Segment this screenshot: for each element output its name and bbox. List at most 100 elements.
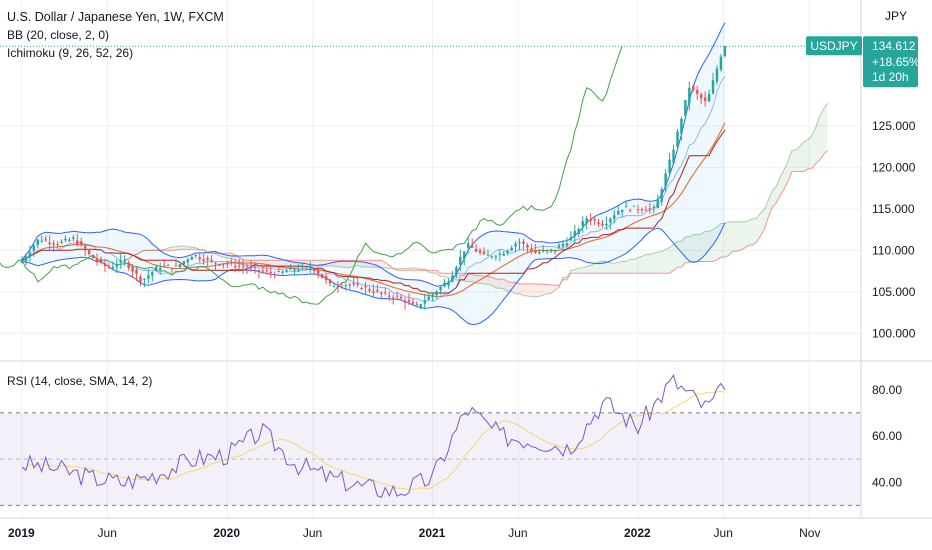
price-badge-bg bbox=[863, 36, 918, 88]
cloud-segment bbox=[408, 267, 413, 271]
candle-body bbox=[660, 189, 663, 202]
candle-body bbox=[466, 243, 470, 248]
candle-body bbox=[376, 290, 379, 292]
price-tick-label: 115.000 bbox=[872, 202, 915, 216]
cloud-segment bbox=[551, 284, 556, 294]
cloud-segment bbox=[744, 220, 749, 249]
candle-body bbox=[352, 283, 355, 285]
cloud-segment bbox=[815, 116, 820, 164]
candle-body bbox=[719, 56, 723, 70]
cloud-segment bbox=[503, 279, 508, 292]
symbol-badge: USDJPY bbox=[810, 39, 857, 53]
rsi-band-fill bbox=[0, 412, 861, 506]
cloud-segment bbox=[278, 260, 283, 267]
price-tick-label: 120.000 bbox=[872, 160, 916, 174]
candle-body bbox=[486, 254, 490, 256]
candle-body bbox=[202, 259, 205, 262]
candle-body bbox=[585, 218, 588, 224]
candle-body bbox=[170, 268, 174, 270]
ichimoku-legend[interactable]: Ichimoku (9, 26, 52, 26) bbox=[7, 46, 134, 60]
candle-body bbox=[384, 292, 387, 294]
candle-body bbox=[277, 271, 280, 273]
candle-body bbox=[388, 295, 391, 297]
candle-body bbox=[269, 272, 272, 274]
cloud-segment bbox=[491, 277, 496, 289]
cloud-segment bbox=[823, 103, 828, 155]
cloud-segment bbox=[523, 283, 528, 296]
candle-body bbox=[131, 266, 134, 272]
candle-body bbox=[423, 300, 426, 304]
cloud-segment bbox=[555, 284, 560, 291]
time-tick-year: 2021 bbox=[419, 526, 446, 540]
candle-body bbox=[293, 269, 296, 271]
candle-body bbox=[312, 269, 316, 272]
symbol-title[interactable]: U.S. Dollar / Japanese Yen, 1W, FXCM bbox=[7, 10, 224, 24]
cloud-segment bbox=[748, 218, 753, 246]
bb-legend[interactable]: BB (20, close, 2, 0) bbox=[7, 28, 110, 42]
candle-body bbox=[553, 249, 557, 252]
cloud-segment bbox=[164, 248, 169, 251]
price-tick-label: 105.000 bbox=[872, 285, 916, 299]
candle-body bbox=[648, 208, 652, 210]
candle-body bbox=[565, 243, 569, 246]
candle-body bbox=[60, 241, 63, 243]
price-tick-label: 110.000 bbox=[872, 243, 915, 257]
cloud-segment bbox=[594, 262, 599, 274]
cloud-segment bbox=[385, 262, 390, 269]
cloud-segment bbox=[713, 226, 717, 262]
candle-body bbox=[538, 252, 541, 254]
cloud-segment bbox=[365, 260, 370, 268]
candle-body bbox=[230, 261, 233, 263]
candle-body bbox=[427, 296, 430, 300]
candle-body bbox=[411, 301, 415, 304]
candle-body bbox=[32, 245, 36, 251]
candles bbox=[20, 46, 727, 310]
rsi-legend[interactable]: RSI (14, close, SMA, 14, 2) bbox=[7, 374, 153, 388]
price-axis-unit: JPY bbox=[885, 9, 907, 23]
cloud-segment bbox=[645, 254, 650, 274]
candle-body bbox=[696, 89, 699, 94]
kijun-sen bbox=[21, 129, 726, 294]
cloud-segment bbox=[507, 281, 512, 292]
candle-body bbox=[356, 283, 359, 285]
cloud-segment bbox=[535, 283, 540, 298]
cloud-segment bbox=[681, 236, 686, 268]
candle-body bbox=[680, 118, 683, 134]
candle-body bbox=[644, 209, 648, 211]
candle-body bbox=[214, 262, 217, 264]
candle-body bbox=[470, 245, 474, 248]
candle-body bbox=[186, 259, 190, 263]
cloud-segment bbox=[819, 109, 824, 160]
candle-body bbox=[289, 267, 292, 270]
cloud-segment bbox=[677, 241, 682, 268]
candle-body bbox=[549, 249, 553, 251]
cloud-segment bbox=[732, 221, 737, 252]
candle-body bbox=[218, 264, 221, 266]
candle-body bbox=[490, 256, 494, 258]
candle-body bbox=[530, 248, 533, 252]
candle-body bbox=[301, 266, 304, 268]
candle-body bbox=[542, 250, 545, 252]
cloud-segment bbox=[432, 270, 437, 274]
cloud-segment bbox=[484, 276, 488, 285]
cloud-segment bbox=[179, 245, 184, 250]
cloud-segment bbox=[349, 260, 354, 268]
candle-body bbox=[632, 205, 636, 207]
cloud-segment bbox=[720, 223, 725, 258]
price-badge-countdown: 1d 20h bbox=[872, 70, 909, 84]
symbol-badge-bg bbox=[806, 36, 862, 56]
candle-body bbox=[403, 300, 407, 303]
cloud-segment bbox=[638, 256, 642, 274]
cloud-segment bbox=[736, 221, 741, 252]
candle-body bbox=[107, 266, 111, 268]
rsi-legend-wrap: RSI (14, close, SMA, 14, 2) bbox=[7, 372, 152, 390]
candle-body bbox=[478, 250, 482, 253]
cloud-segment bbox=[337, 260, 342, 268]
cloud-segment bbox=[618, 261, 623, 274]
candle-body bbox=[636, 209, 640, 211]
cloud-segment bbox=[665, 247, 670, 274]
time-tick-month: Jun bbox=[714, 526, 733, 540]
candle-body bbox=[344, 285, 348, 287]
candle-body bbox=[309, 268, 312, 270]
